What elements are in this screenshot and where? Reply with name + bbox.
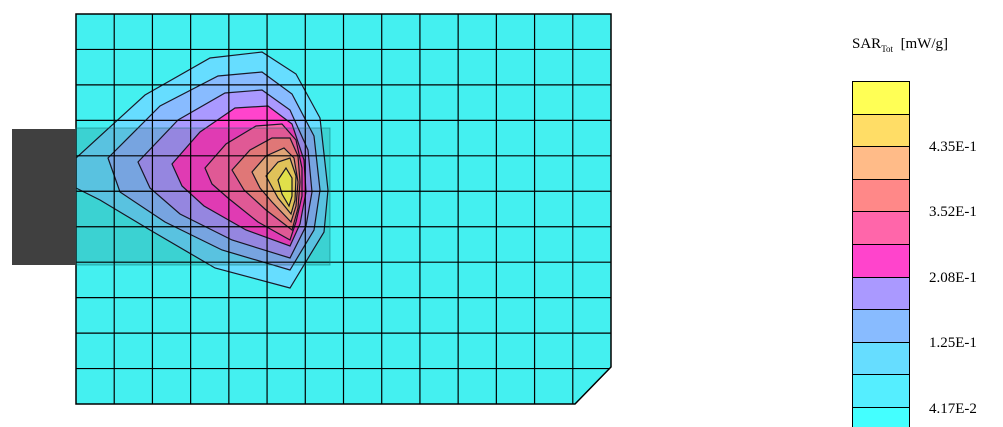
color-legend: SARTot [mW/g] 4.35E-1 3.52E-1 2.08E-1 1.25E…: [820, 0, 1003, 427]
sar-contour-band: [277, 166, 293, 208]
legend-swatch: [852, 407, 910, 427]
board-outline: [75, 13, 612, 405]
legend-tick-label: 4.17E-2: [929, 401, 977, 417]
legend-swatch: [852, 178, 910, 213]
legend-tick-label: 4.35E-1: [929, 139, 977, 155]
legend-tick-label: 1.25E-1: [929, 335, 977, 351]
legend-swatch: [852, 211, 910, 245]
legend-tick-label: 2.08E-1: [929, 270, 977, 286]
antenna-overlay: [75, 127, 331, 266]
legend-swatch: [852, 244, 910, 278]
legend-swatch: [852, 113, 910, 148]
legend-swatch: [852, 81, 910, 115]
legend-swatch: [852, 341, 910, 376]
legend-swatch: [852, 146, 910, 180]
legend-swatch: [852, 309, 910, 343]
legend-swatch: [852, 276, 910, 311]
grid-lines: [76, 14, 611, 404]
legend-tick-label: 3.52E-1: [929, 204, 977, 220]
source-block: [12, 129, 76, 265]
sar-distribution-plot: [12, 13, 612, 405]
legend-title: SARTot [mW/g]: [852, 36, 949, 54]
legend-swatch: [852, 374, 910, 408]
